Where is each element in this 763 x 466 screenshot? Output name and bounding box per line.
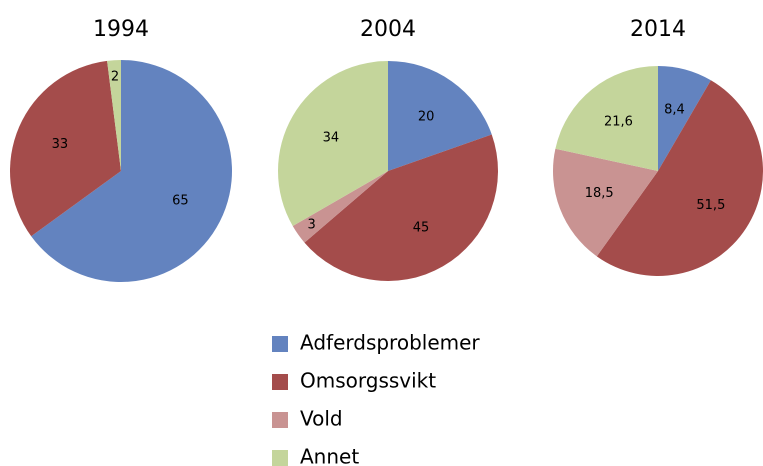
data-label: 3 [308,218,316,233]
data-label: 45 [413,221,430,236]
chart-title: 2004 [360,17,416,42]
legend-swatch [272,412,288,428]
data-label: 33 [52,137,69,152]
pie-slice [292,171,388,243]
chart-title: 2014 [630,17,686,42]
pie-slice [596,80,763,276]
data-label: 51,5 [696,198,725,213]
pie-slice [658,66,711,171]
pie-slice [553,148,658,257]
data-label: 21,6 [604,114,633,129]
legend-swatch [272,450,288,466]
data-label: 8,4 [664,103,685,118]
pie-slice [388,61,492,171]
pie-slice [107,60,121,171]
data-label: 65 [172,194,189,209]
legend-label: Adferdsproblemer [300,331,480,355]
pie-slice [555,66,658,171]
legend-label: Annet [300,445,359,466]
legend-label: Vold [300,407,343,431]
legend-label: Omsorgssvikt [300,369,436,393]
legend-swatch [272,336,288,352]
legend-swatch [272,374,288,390]
pie-slice [304,134,499,281]
data-label: 18,5 [585,186,614,201]
data-label: 20 [418,110,435,125]
pie-slice [277,61,388,226]
pie-slice [10,60,121,237]
pie-slice [31,60,233,282]
chart-title: 1994 [93,17,149,42]
data-label: 34 [323,131,340,146]
data-label: 2 [111,69,119,84]
